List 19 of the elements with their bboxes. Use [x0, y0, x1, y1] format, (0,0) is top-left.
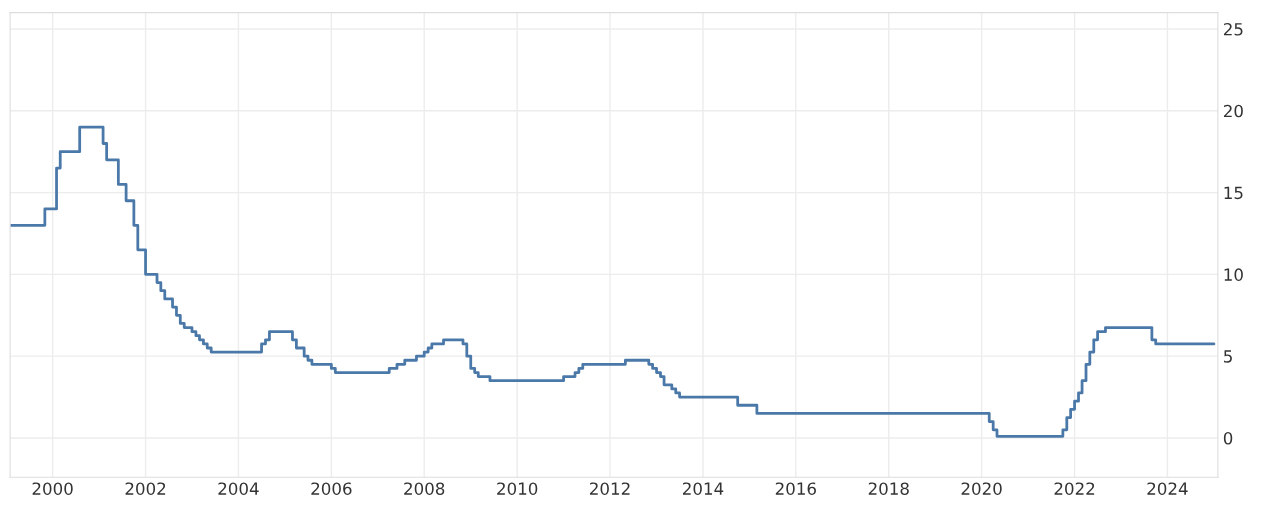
x-tick-label: 2020 — [961, 482, 1002, 495]
x-tick-label: 2006 — [311, 482, 352, 495]
x-tick-label: 2000 — [32, 482, 73, 495]
x-tick-label: 2010 — [497, 482, 538, 495]
y-tick-label: 5 — [1224, 350, 1232, 363]
y-tick-label: 0 — [1223, 431, 1233, 445]
y-tick-label: 15 — [1224, 186, 1243, 200]
x-tick-label: 2024 — [1147, 482, 1188, 495]
y-tick-label: 25 — [1223, 22, 1243, 36]
x-tick-label: 2014 — [682, 482, 724, 495]
x-tick-label: 2012 — [590, 482, 630, 495]
y-tick-label: 10 — [1224, 268, 1243, 281]
x-tick-label: 2004 — [218, 482, 259, 495]
x-tick-label: 2022 — [1054, 482, 1095, 495]
x-tick-label: 2016 — [775, 482, 816, 495]
y-tick-label: 20 — [1223, 104, 1243, 118]
x-tick-label: 2002 — [125, 482, 166, 495]
x-tick-label: 2018 — [868, 482, 909, 495]
x-tick-label: 2008 — [404, 482, 445, 495]
